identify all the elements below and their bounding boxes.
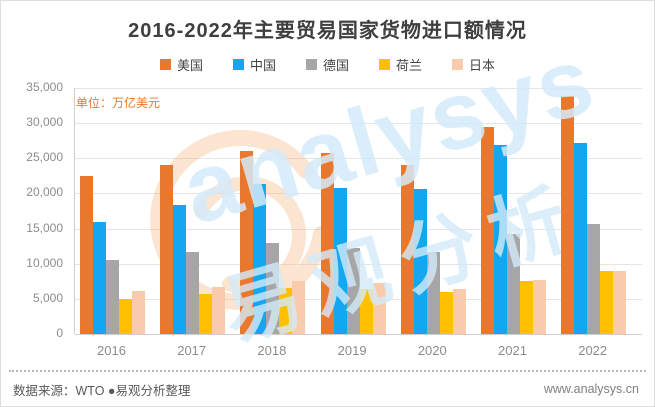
website-url: www.analysys.cn — [543, 382, 639, 396]
bar-中国-2017 — [173, 205, 187, 334]
legend-label: 荷兰 — [396, 58, 423, 73]
bar-德国-2016 — [106, 260, 119, 334]
legend-item-美国: 美国 — [159, 55, 203, 74]
bar-美国-2021 — [481, 127, 494, 334]
y-axis-tick-label: 25,000 — [26, 150, 63, 165]
legend-item-荷兰: 荷兰 — [379, 55, 422, 74]
x-axis-label-2017: 2017 — [177, 343, 207, 358]
y-axis-tick-label: 35,000 — [26, 80, 63, 94]
x-axis-label-2021: 2021 — [498, 343, 527, 358]
bar-中国-2022 — [574, 143, 588, 334]
legend-item-日本: 日本 — [452, 55, 495, 74]
x-axis-label-2016: 2016 — [97, 343, 126, 358]
bar-荷兰-2020 — [439, 292, 453, 334]
bar-日本-2020 — [452, 289, 466, 334]
gridline — [75, 334, 642, 335]
bar-日本-2022 — [613, 271, 627, 334]
bar-中国-2021 — [494, 145, 507, 334]
y-axis-tick-label: 0 — [56, 326, 63, 340]
x-axis-label-2022: 2022 — [578, 343, 608, 358]
gridline — [75, 228, 642, 230]
y-axis-tick-label: 15,000 — [26, 220, 63, 235]
legend-swatch-icon — [452, 59, 464, 70]
bar-荷兰-2016 — [119, 299, 132, 334]
bar-中国-2016 — [93, 222, 106, 334]
legend-swatch-icon — [159, 59, 171, 70]
bar-荷兰-2021 — [520, 281, 533, 334]
bar-美国-2016 — [80, 176, 93, 334]
legend-item-中国: 中国 — [232, 55, 276, 74]
bar-德国-2020 — [426, 252, 440, 334]
bar-中国-2018 — [253, 184, 267, 334]
unit-label: 单位：万亿美元 — [76, 96, 161, 110]
bar-美国-2020 — [400, 165, 414, 334]
gridline — [75, 123, 642, 125]
bar-日本-2021 — [533, 280, 546, 334]
bar-荷兰-2019 — [359, 289, 373, 334]
legend-swatch-icon — [305, 59, 317, 70]
bar-美国-2019 — [320, 153, 334, 334]
bar-美国-2022 — [561, 96, 575, 334]
plot-area — [74, 88, 642, 335]
bar-日本-2019 — [372, 283, 386, 334]
legend-swatch-icon — [379, 59, 390, 70]
bar-日本-2018 — [292, 281, 306, 334]
bar-荷兰-2018 — [279, 288, 293, 334]
legend: 美国 中国 德国 荷兰 日本 — [1, 55, 654, 74]
bar-德国-2019 — [346, 248, 360, 334]
legend-label: 中国 — [249, 58, 276, 73]
bar-中国-2020 — [413, 189, 427, 334]
y-axis-tick-label: 20,000 — [26, 185, 63, 200]
bar-日本-2017 — [212, 287, 226, 334]
footer-divider — [9, 370, 646, 372]
legend-label: 德国 — [322, 58, 349, 73]
gridline — [75, 88, 642, 89]
gridline — [75, 158, 642, 160]
bar-德国-2017 — [186, 252, 200, 334]
legend-swatch-icon — [232, 59, 244, 70]
legend-label: 美国 — [176, 58, 203, 73]
bar-德国-2022 — [587, 224, 601, 334]
x-axis-label-2019: 2019 — [337, 343, 367, 358]
bar-美国-2018 — [240, 151, 254, 334]
y-axis-tick-label: 30,000 — [26, 115, 63, 130]
bar-荷兰-2017 — [199, 294, 213, 334]
gridline — [75, 193, 642, 195]
bar-中国-2019 — [333, 188, 347, 334]
legend-label: 日本 — [469, 58, 496, 73]
bar-日本-2016 — [132, 291, 145, 334]
bar-德国-2018 — [266, 243, 280, 334]
x-axis-label-2020: 2020 — [417, 343, 447, 358]
x-axis-label-2018: 2018 — [257, 343, 287, 358]
chart-title: 2016-2022年主要贸易国家货物进口额情况 — [128, 20, 527, 42]
data-source-note: 数据来源：WTO ●易观分析整理 — [13, 384, 191, 398]
legend-item-德国: 德国 — [305, 55, 349, 74]
y-axis-tick-label: 10,000 — [26, 255, 63, 270]
bar-荷兰-2022 — [600, 271, 614, 334]
y-axis-tick-label: 5,000 — [32, 290, 63, 305]
bar-德国-2021 — [507, 234, 520, 334]
bar-美国-2017 — [160, 165, 174, 334]
